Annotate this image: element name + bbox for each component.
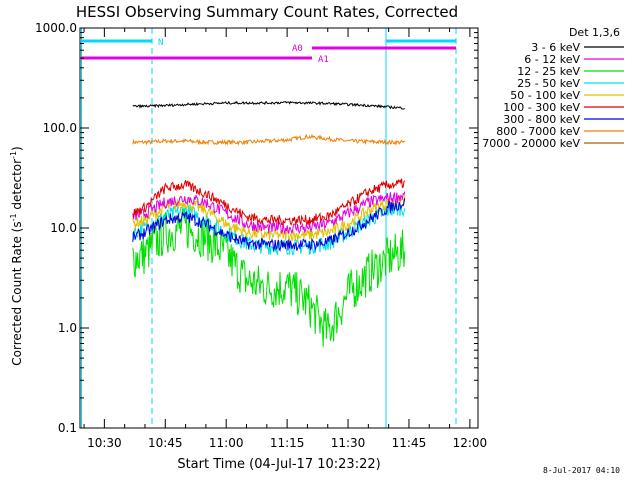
legend-label: 50 - 100 keV <box>510 89 580 102</box>
x-tick-label: 11:45 <box>392 436 427 450</box>
night-label: N <box>158 38 163 48</box>
legend-label: 3 - 6 keV <box>531 41 580 54</box>
series-line-0 <box>132 100 405 110</box>
legend-label: 800 - 7000 keV <box>496 125 580 138</box>
series-line-5 <box>132 178 406 226</box>
legend-label: 25 - 50 keV <box>517 77 580 90</box>
attenuator-a1-label: A1 <box>318 55 329 65</box>
legend-label: 12 - 25 keV <box>517 65 580 78</box>
x-tick-label: 11:30 <box>331 436 366 450</box>
legend-label: 7000 - 20000 keV <box>482 137 580 150</box>
legend-title: Det 1,3,6 <box>569 26 620 39</box>
y-tick-label: 1.0 <box>58 321 77 335</box>
x-tick-label: 11:15 <box>270 436 305 450</box>
legend-label: 6 - 12 keV <box>524 53 580 66</box>
chart-title: HESSI Observing Summary Count Rates, Cor… <box>76 3 458 21</box>
series-layer <box>132 100 406 347</box>
y-tick-label: 100.0 <box>43 121 77 135</box>
y-tick-label: 0.1 <box>58 421 77 435</box>
plot-frame <box>79 27 479 429</box>
series-line-1 <box>132 191 406 235</box>
y-axis-label: Corrected Count Rate (s-1 detector-1) <box>9 146 24 365</box>
series-line-6 <box>132 198 406 253</box>
x-axis-label: Start Time (04-Jul-17 10:23:22) <box>177 457 380 472</box>
legend-label: 300 - 800 keV <box>503 113 580 126</box>
axes: 10:30 10:45 11:00 11:15 11:30 11:45 12:00 0.1 1.… <box>35 21 487 450</box>
legend-label: 100 - 300 keV <box>503 101 580 114</box>
footer-timestamp: 8-Jul-2017 04:10 <box>543 466 620 475</box>
series-line-7 <box>132 133 405 147</box>
x-tick-label: 12:00 <box>453 436 488 450</box>
series-line-2 <box>132 207 406 347</box>
x-tick-label: 10:30 <box>87 436 122 450</box>
y-tick-label: 1000.0 <box>35 21 77 35</box>
x-tick-label: 10:45 <box>148 436 183 450</box>
y-tick-label: 10.0 <box>50 221 77 235</box>
x-tick-label: 11:00 <box>209 436 244 450</box>
attenuator-a0-label: A0 <box>292 44 303 54</box>
